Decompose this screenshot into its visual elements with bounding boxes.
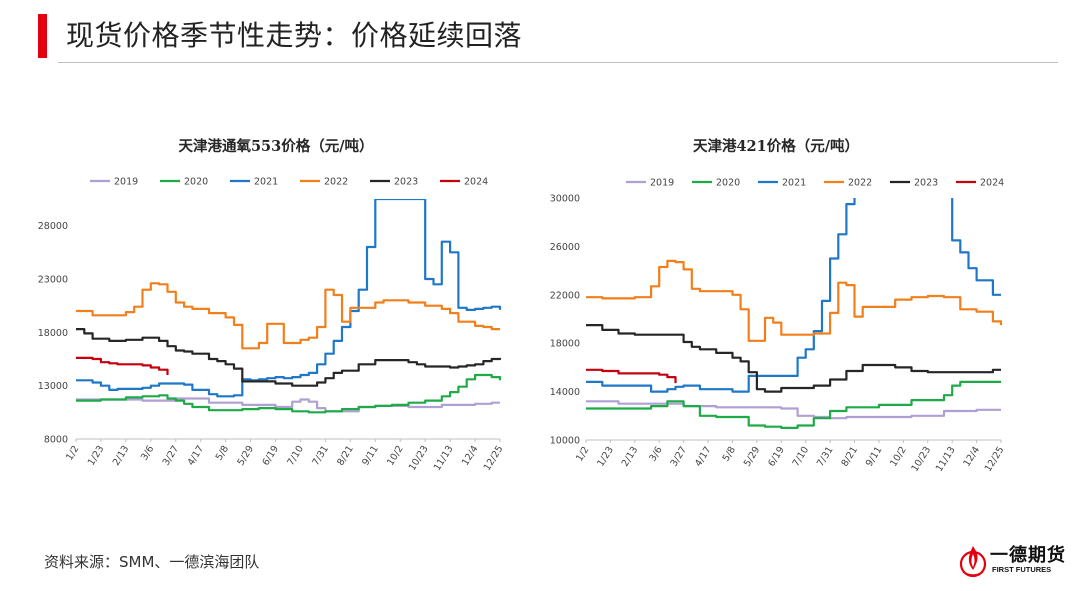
x-tick-label: 12/25 (983, 445, 1007, 474)
x-tick-label: 10/23 (909, 445, 933, 474)
legend-label-2023: 2023 (914, 178, 938, 189)
x-tick-label: 10/2 (385, 444, 406, 468)
series-line-2023 (76, 328, 502, 387)
x-tick-label: 2/13 (111, 444, 132, 468)
legend-label-2021: 2021 (782, 178, 806, 189)
legend-label-2020: 2020 (716, 178, 740, 189)
x-tick-label: 6/19 (766, 445, 787, 469)
chart-title: 天津港421价格（元/吨） (693, 137, 859, 155)
series-line-2020 (76, 373, 502, 414)
x-tick-label: 10/2 (888, 445, 909, 469)
y-tick-label: 13000 (38, 381, 68, 392)
x-tick-label: 3/27 (161, 444, 182, 468)
x-tick-label: 3/6 (647, 445, 664, 464)
y-tick-label: 18000 (38, 328, 68, 339)
y-tick-label: 14000 (550, 387, 580, 398)
y-tick-label: 10000 (550, 436, 580, 447)
y-tick-label: 18000 (550, 339, 580, 350)
x-tick-label: 8/21 (335, 444, 356, 468)
legend-label-2019: 2019 (650, 178, 674, 189)
series-line-2019 (76, 397, 500, 413)
y-tick-label: 26000 (550, 242, 580, 253)
series-line-2022 (76, 282, 500, 350)
chart-title: 天津港通氧553价格（元/吨） (178, 137, 373, 155)
chart-1: 天津港通氧553价格（元/吨） 2019 2020 2021 2022 2023 2024 8… (38, 137, 506, 473)
x-tick-label: 10/23 (407, 444, 431, 473)
y-tick-label: 28000 (38, 221, 68, 232)
series-line-2020 (586, 380, 1001, 429)
x-tick-label: 5/8 (721, 445, 738, 464)
x-tick-label: 2/13 (620, 445, 641, 469)
logo-name-en: FIRST FUTURES (992, 565, 1052, 574)
company-logo: 一德期货 FIRST FUTURES (958, 540, 1070, 580)
x-tick-label: 8/21 (839, 445, 860, 469)
legend-label-2023: 2023 (394, 177, 418, 188)
x-tick-label: 7/10 (791, 445, 812, 469)
x-tick-label: 9/11 (360, 444, 381, 468)
x-tick-label: 12/4 (961, 445, 982, 469)
x-tick-label: 3/27 (669, 445, 690, 469)
series-line-2022 (586, 259, 1003, 342)
series-line-2024 (586, 368, 677, 384)
x-tick-label: 5/29 (742, 445, 763, 469)
y-tick-label: 23000 (38, 275, 68, 286)
legend-label-2021: 2021 (254, 177, 278, 188)
legend-label-2024: 2024 (980, 178, 1004, 189)
x-tick-label: 7/10 (285, 444, 306, 468)
y-tick-label: 8000 (44, 435, 68, 446)
x-tick-label: 1/2 (574, 445, 591, 464)
x-tick-label: 1/2 (64, 444, 81, 463)
series-line-2023 (586, 324, 1001, 393)
x-tick-label: 5/29 (235, 444, 256, 468)
x-tick-label: 7/31 (815, 445, 836, 469)
x-tick-label: 11/13 (934, 445, 958, 474)
y-tick-label: 30000 (550, 194, 580, 205)
x-tick-label: 5/8 (214, 444, 231, 463)
flame-logo-icon (959, 546, 987, 578)
legend-label-2020: 2020 (184, 177, 208, 188)
legend-label-2024: 2024 (464, 177, 488, 188)
logo-name-cn: 一德期货 (990, 545, 1066, 566)
legend-label-2022: 2022 (848, 178, 872, 189)
legend-label-2022: 2022 (324, 177, 348, 188)
series-line-2021 (586, 198, 1001, 393)
chart-2: 天津港421价格（元/吨） 2019 2020 2021 2022 2023 2024 100… (550, 137, 1007, 474)
x-tick-label: 12/4 (460, 444, 481, 468)
page-title: 现货价格季节性走势：价格延续回落 (66, 19, 523, 52)
x-tick-label: 1/23 (595, 445, 616, 469)
source-note: 资料来源：SMM、一德滨海团队 (44, 553, 260, 571)
x-tick-label: 4/17 (693, 445, 714, 469)
x-tick-label: 11/13 (432, 444, 456, 473)
title-accent-bar (38, 14, 47, 58)
title-divider (58, 62, 1058, 63)
x-tick-label: 7/31 (310, 444, 331, 468)
x-tick-label: 3/6 (139, 444, 156, 463)
series-line-2019 (586, 400, 1001, 420)
x-tick-label: 12/25 (482, 444, 506, 473)
x-tick-label: 6/19 (260, 444, 281, 468)
x-tick-label: 4/17 (186, 444, 207, 468)
x-tick-label: 1/23 (86, 444, 107, 468)
series-line-2024 (76, 356, 169, 375)
x-tick-label: 9/11 (864, 445, 885, 469)
series-line-2021 (76, 199, 502, 398)
y-tick-label: 22000 (550, 290, 580, 301)
legend-label-2019: 2019 (114, 177, 138, 188)
